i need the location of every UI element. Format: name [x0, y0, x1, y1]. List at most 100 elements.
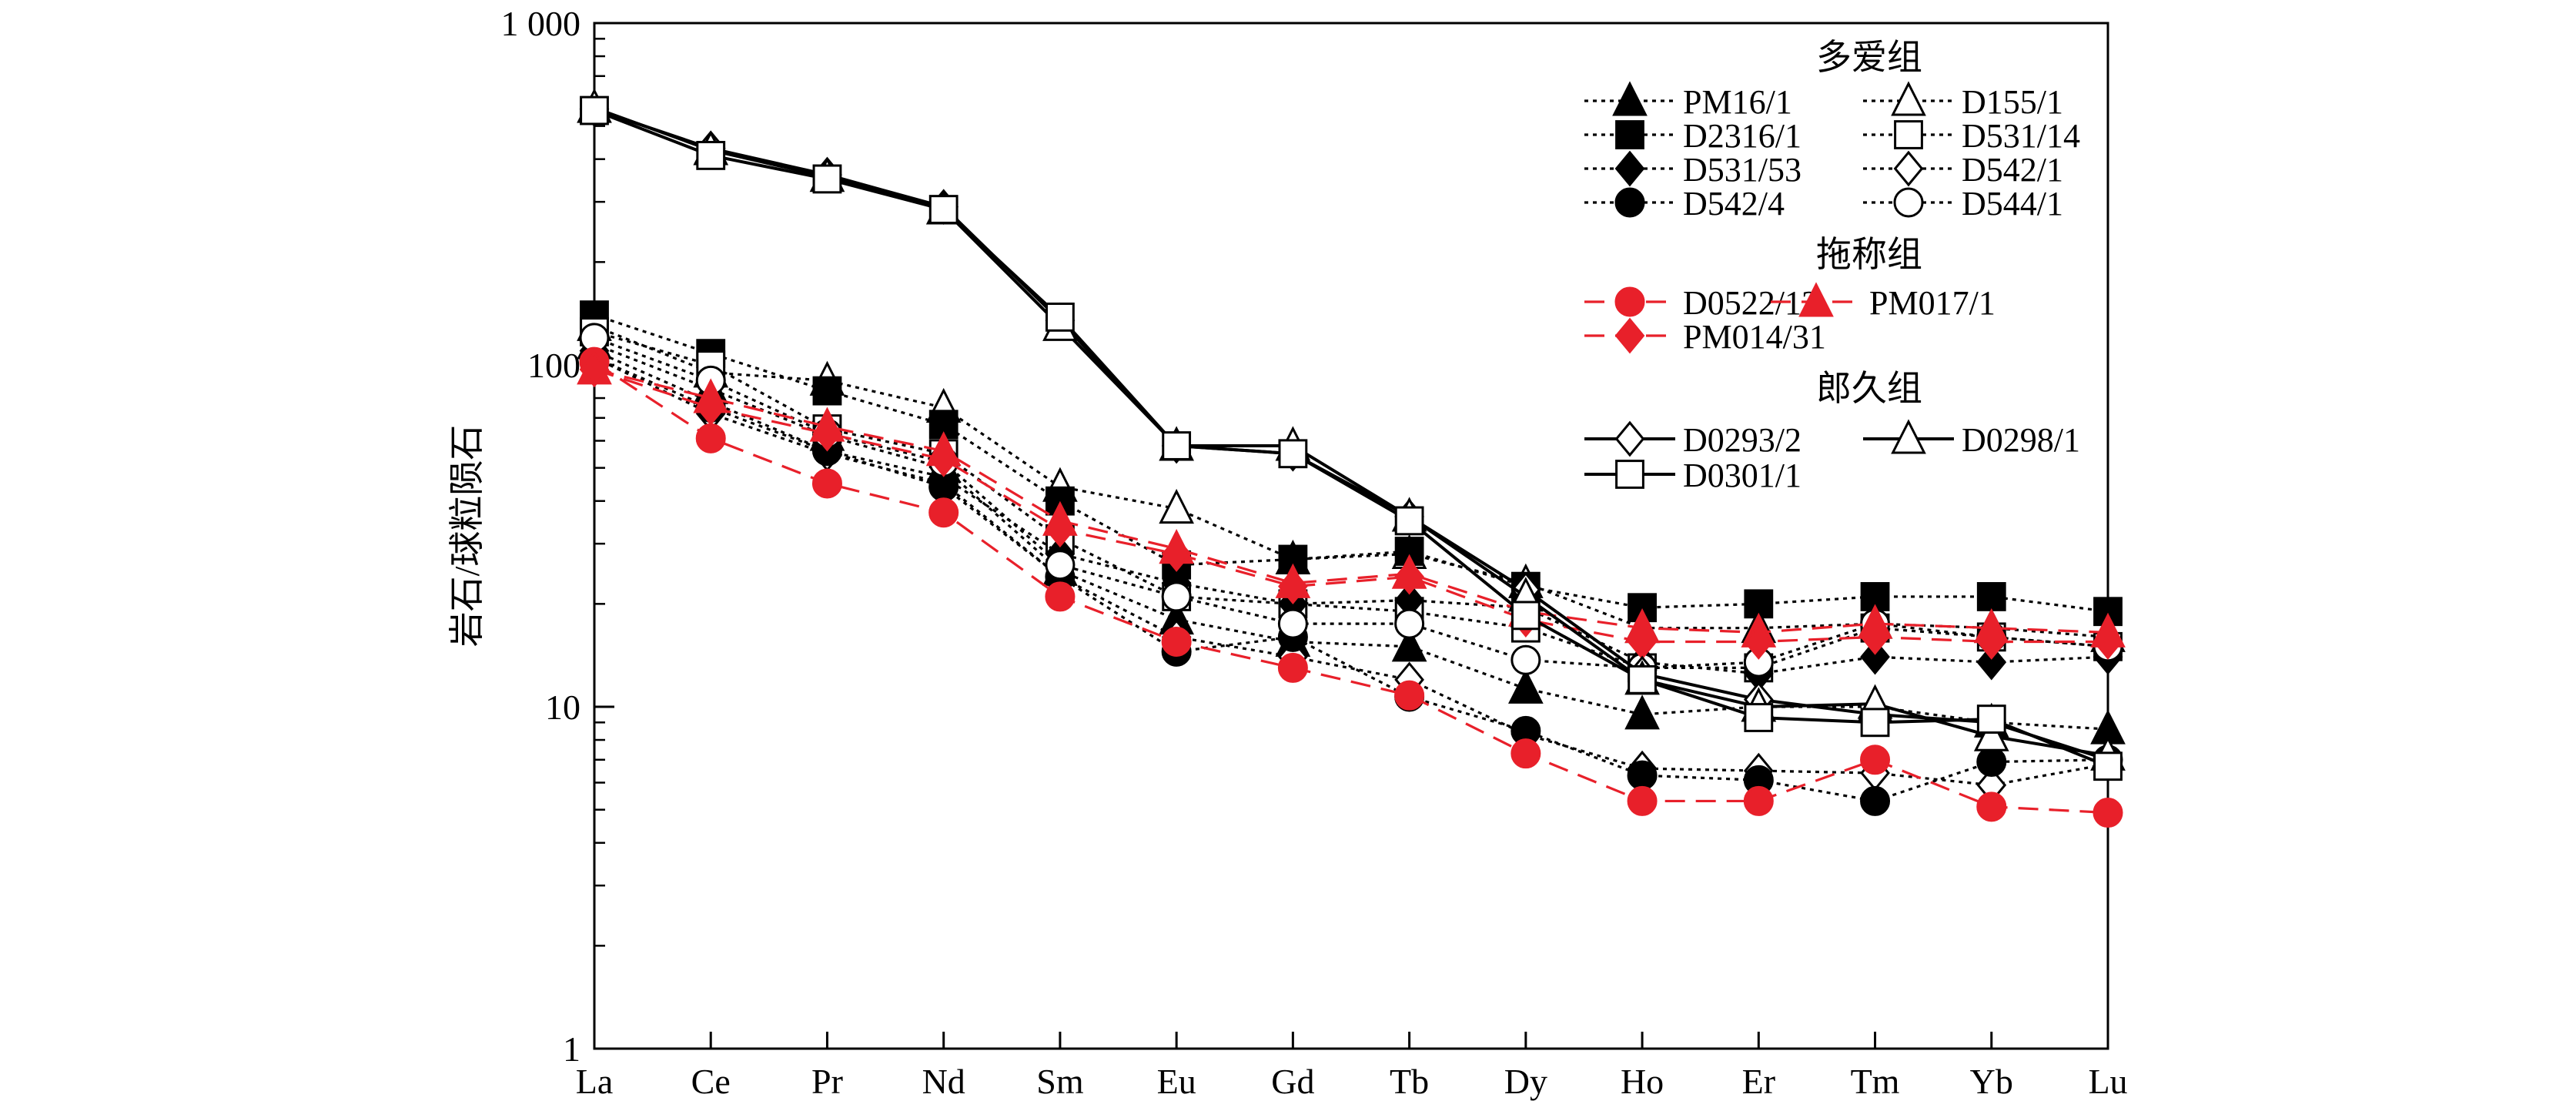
- legend-label: D2316/1: [1683, 117, 1802, 155]
- x-tick-label: Nd: [922, 1062, 965, 1101]
- legend-label: D155/1: [1962, 83, 2063, 121]
- data-point: [1278, 568, 1308, 604]
- data-point: [812, 415, 842, 452]
- legend-item: PM16/1: [1584, 81, 1792, 121]
- data-point: [1162, 431, 1192, 460]
- data-point: [1277, 608, 1308, 639]
- series-line: [594, 109, 2109, 768]
- data-point: [1045, 581, 1076, 612]
- data-point: [1627, 785, 1658, 816]
- x-tick-label: Dy: [1504, 1062, 1547, 1101]
- legend-marker: [1615, 460, 1644, 489]
- legend-label: D542/4: [1683, 185, 1785, 223]
- legend-marker: [1891, 81, 1926, 116]
- data-point: [1510, 601, 1541, 631]
- plot-frame: [593, 22, 2109, 1050]
- data-point: [1743, 785, 1774, 816]
- y-tick-label: 1: [563, 1029, 580, 1069]
- legend-label: D531/14: [1962, 117, 2080, 155]
- data-point: [1744, 703, 1774, 732]
- series-line: [594, 106, 2109, 758]
- legend-marker: [1798, 282, 1834, 317]
- legend-item: D531/14: [1863, 117, 2080, 155]
- series-line: [594, 330, 2109, 670]
- series-line: [594, 368, 2108, 644]
- x-tick-label: Tb: [1390, 1062, 1429, 1101]
- legend-item: D2316/1: [1584, 117, 1802, 155]
- legend-item: D155/1: [1863, 81, 2063, 121]
- data-point: [1860, 708, 1890, 738]
- data-point: [1161, 536, 1192, 572]
- data-point: [1860, 785, 1891, 816]
- series-line: [594, 350, 2109, 675]
- data-point: [1045, 511, 1076, 548]
- series-line: [594, 360, 2109, 815]
- x-tick-label: Tm: [1851, 1062, 1900, 1101]
- data-point: [2093, 798, 2123, 828]
- data-point: [1860, 619, 1890, 655]
- data-point: [2093, 597, 2123, 627]
- data-point: [1277, 652, 1308, 683]
- legend-item: D544/1: [1863, 185, 2063, 223]
- y-tick-label: 1 000: [501, 4, 581, 43]
- data-point: [1860, 638, 1890, 675]
- data-point: [928, 195, 958, 224]
- legend-marker: [1893, 150, 1924, 187]
- y-tick-label: 100: [527, 346, 580, 385]
- series-line: [594, 368, 2109, 634]
- legend-item: D0301/1: [1584, 457, 1802, 494]
- x-tick-label: Ce: [691, 1062, 731, 1101]
- x-tick-label: Lu: [2088, 1062, 2127, 1101]
- legend-item: D0298/1: [1863, 419, 2080, 459]
- x-tick-label: Gd: [1271, 1062, 1314, 1101]
- series-d2316-1: [580, 300, 2123, 627]
- legend-label: D531/53: [1683, 151, 1802, 189]
- legend-item: D531/53: [1584, 150, 1802, 189]
- data-point: [1045, 550, 1076, 581]
- legend-marker: [1614, 420, 1645, 457]
- legend-label: D0301/1: [1683, 457, 1802, 494]
- data-point: [1976, 582, 2006, 611]
- legend-marker: [1612, 81, 1648, 116]
- series-d0301-1: [580, 95, 2123, 781]
- data-point: [1391, 627, 1427, 662]
- data-point: [1976, 791, 2007, 822]
- series-d0293-2: [579, 91, 2123, 778]
- data-point: [1860, 745, 1891, 775]
- legend-group-title: 郎久组: [1816, 369, 1922, 408]
- data-point: [1973, 716, 2009, 751]
- data-point: [1394, 558, 1424, 595]
- data-point: [1627, 760, 1658, 791]
- series-line: [594, 313, 2109, 613]
- data-point: [1278, 439, 1308, 469]
- x-tick-label: Eu: [1157, 1062, 1196, 1101]
- series-pm014-31: [579, 351, 2123, 660]
- data-point: [1045, 302, 1075, 332]
- x-tick-label: Yb: [1970, 1062, 2013, 1101]
- data-point: [1394, 608, 1425, 639]
- series-d542-4: [579, 343, 2123, 816]
- legend-item: PM017/1: [1771, 282, 1996, 322]
- legend-item: D0293/2: [1584, 420, 1802, 459]
- series-line: [594, 356, 2109, 803]
- legend-group-title: 拖称组: [1816, 235, 1922, 274]
- data-point: [1976, 704, 2006, 734]
- series-line: [594, 107, 2109, 761]
- x-tick-label: Sm: [1036, 1062, 1084, 1101]
- data-point: [695, 423, 726, 453]
- legend-label: D544/1: [1962, 185, 2063, 223]
- data-point: [1624, 694, 1660, 730]
- legend-marker: [1615, 120, 1644, 149]
- data-point: [1161, 581, 1192, 612]
- data-point: [812, 376, 842, 406]
- data-point: [1976, 644, 2007, 681]
- legend-label: PM017/1: [1869, 284, 1996, 322]
- legend-label: PM014/31: [1683, 318, 1826, 356]
- legend-label: D0293/2: [1683, 421, 1802, 459]
- legend-item: D542/4: [1584, 185, 1785, 223]
- y-tick-label: 10: [545, 688, 580, 727]
- data-point: [1510, 644, 1541, 675]
- data-point: [1860, 582, 1890, 611]
- data-point: [580, 95, 609, 125]
